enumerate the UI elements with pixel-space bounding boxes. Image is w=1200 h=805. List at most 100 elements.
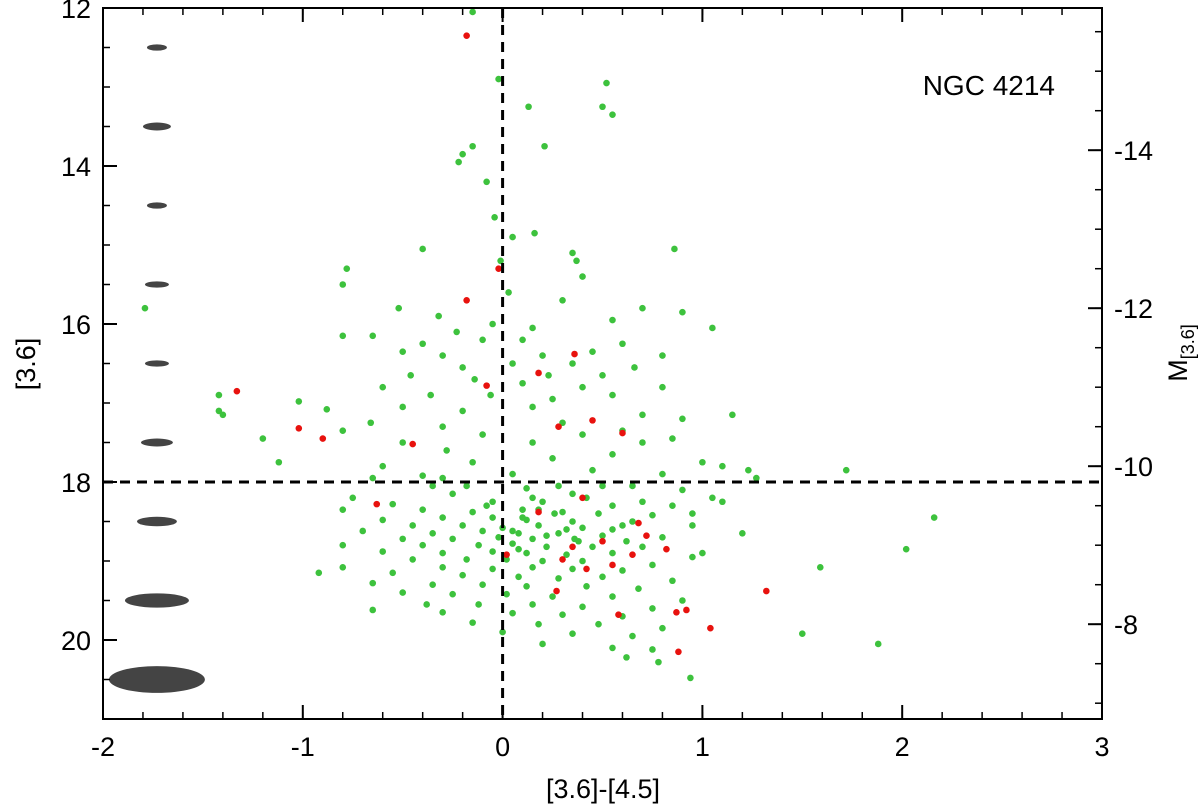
green-data-point [471,376,478,383]
green-data-point [599,573,606,581]
green-data-point [745,466,752,474]
green-data-point [551,510,558,517]
green-data-point [563,551,570,558]
green-data-point [479,431,486,438]
green-data-point [729,411,736,419]
green-data-point [515,573,522,581]
green-data-point [487,391,494,399]
green-data-point [509,233,516,241]
green-data-point [619,567,626,574]
green-data-point [573,257,580,265]
green-data-point [519,379,526,387]
x-tick-label: 2 [895,732,910,762]
green-data-point [509,470,516,478]
green-data-point [525,103,532,111]
green-data-point [619,522,626,529]
green-data-point [529,494,536,502]
green-data-point [549,395,556,403]
green-data-point [589,348,596,355]
green-data-point [609,644,616,652]
green-data-point [489,498,496,506]
y-axis-ticks: 12 14 16 18 20 [61,0,117,720]
green-data-point [439,514,446,521]
green-data-point [659,470,666,478]
green-data-point [569,249,576,257]
green-data-point [399,589,407,596]
green-data-point [469,8,476,16]
red-data-point [683,606,690,614]
red-data-point [495,265,502,273]
green-data-point [599,103,606,111]
red-data-point [763,587,770,595]
green-data-point [439,609,446,616]
green-data-point [479,581,486,588]
green-data-point [529,439,536,446]
green-data-point [569,630,576,637]
green-data-point [679,597,686,604]
green-data-point [369,474,377,482]
green-data-point [453,328,460,336]
error-ellipse [124,593,189,608]
red-data-point [233,387,241,395]
green-data-point [469,508,476,516]
red-data-point [555,423,562,431]
error-ellipse [136,516,177,527]
red-data-point [663,545,670,553]
red-data-point [553,587,560,595]
green-data-point [359,527,367,535]
green-data-point [519,336,526,344]
green-data-point [631,364,638,371]
green-data-point [379,462,387,470]
green-data-point [215,391,223,399]
green-data-point [579,273,586,280]
green-data-point [545,372,552,379]
green-data-point [589,466,596,474]
green-data-point [609,593,616,600]
green-data-point [523,582,530,590]
green-data-point [463,556,470,563]
green-data-point [579,603,586,611]
green-data-point [539,352,546,359]
green-data-point [609,451,616,458]
green-data-point [599,482,606,490]
x-tick-label: 1 [695,732,710,762]
green-data-point [719,498,726,506]
green-data-point [495,75,502,83]
green-data-point [419,472,426,479]
error-ellipse [144,360,169,367]
x-axis-title: [3.6]-[4.5] [546,774,660,804]
green-data-point [389,500,397,508]
green-data-point [529,403,536,411]
green-data-point [339,506,347,513]
green-data-point [419,506,426,513]
red-data-point [643,532,650,540]
green-data-point [579,557,586,565]
green-data-point [719,462,726,470]
red-data-point [319,435,327,442]
red-data-point [373,500,381,508]
green-data-point [609,316,616,324]
green-data-point [427,391,434,399]
green-data-point [529,601,536,608]
green-data-point [455,158,462,166]
green-data-point [259,435,267,442]
green-data-point [469,619,476,626]
red-data-point [629,551,636,558]
green-data-point [629,482,636,490]
green-data-point [709,324,716,332]
red-data-point [635,519,642,527]
green-data-point [874,640,882,648]
x-tick-label: -1 [291,732,315,762]
y-tick-label: 20 [61,626,91,656]
green-data-point [459,571,466,579]
green-data-point [563,526,570,533]
green-data-point [639,304,646,312]
green-data-point [339,281,347,288]
green-data-point [409,522,416,529]
green-data-point [509,540,516,547]
green-data-point [369,332,377,340]
red-data-point [571,350,578,358]
green-data-point [679,486,686,494]
red-points [233,32,770,656]
